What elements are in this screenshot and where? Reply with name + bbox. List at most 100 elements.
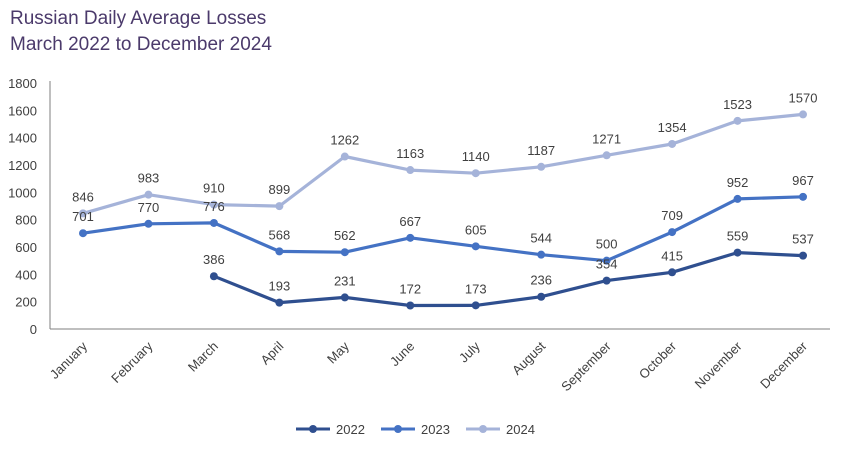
x-tick-label: June <box>387 339 418 370</box>
data-point-2022 <box>340 293 349 302</box>
data-point-2022 <box>602 276 611 285</box>
y-tick-label: 1200 <box>8 158 37 173</box>
data-label-2022: 236 <box>530 273 552 288</box>
x-tick-label: March <box>185 339 221 375</box>
y-tick-label: 1600 <box>8 103 37 118</box>
data-point-2024 <box>209 200 218 209</box>
x-tick-label: May <box>324 338 352 366</box>
data-label-2022: 415 <box>661 248 683 263</box>
data-label-2024: 846 <box>72 189 94 204</box>
data-label-2024: 1140 <box>462 149 490 164</box>
legend-marker <box>479 425 487 433</box>
data-label-2023: 500 <box>596 237 618 252</box>
data-point-2022 <box>668 268 677 277</box>
y-tick-label: 1000 <box>8 185 37 200</box>
legend-item-2024[interactable]: 2024 <box>466 422 535 437</box>
chart-title-block: Russian Daily Average Losses March 2022 … <box>10 6 272 58</box>
data-label-2024: 1187 <box>527 143 555 158</box>
data-point-2022 <box>471 301 480 310</box>
series-line-2022 <box>212 251 805 308</box>
y-tick-label: 1800 <box>8 76 37 91</box>
data-point-2022 <box>209 272 218 281</box>
data-label-2022: 537 <box>792 232 814 247</box>
data-point-2024 <box>537 162 546 171</box>
x-tick-label: December <box>757 338 810 391</box>
data-point-2023 <box>799 192 807 201</box>
data-point-2024 <box>340 152 349 161</box>
data-point-2024 <box>668 139 677 148</box>
data-label-2022: 559 <box>727 229 749 244</box>
data-point-2022 <box>406 301 415 310</box>
legend-label: 2024 <box>506 422 535 437</box>
data-point-2023 <box>340 248 349 257</box>
data-label-2023: 701 <box>72 209 94 224</box>
data-point-2024 <box>79 209 87 218</box>
series-line-2023 <box>81 195 805 263</box>
data-labels: 386 193 231 172 173 236 354 415 559 537 701 770 776 5… <box>72 90 817 296</box>
y-tick-label: 200 <box>15 295 37 310</box>
x-tick-label: January <box>47 338 91 382</box>
data-point-2022 <box>733 248 742 257</box>
data-label-2022: 386 <box>203 252 225 267</box>
chart-subtitle: March 2022 to December 2024 <box>10 34 272 55</box>
series-lines <box>79 110 807 310</box>
data-label-2023: 770 <box>138 200 160 215</box>
data-point-2023 <box>602 256 611 265</box>
data-label-2024: 1354 <box>658 120 687 135</box>
legend[interactable]: 2022 2023 2024 <box>296 422 535 437</box>
y-tick-label: 800 <box>15 213 37 228</box>
y-tick-label: 400 <box>15 267 37 282</box>
x-tick-label: February <box>108 338 156 386</box>
data-label-2023: 562 <box>334 228 356 243</box>
data-label-2023: 667 <box>399 214 421 229</box>
data-point-2023 <box>79 229 87 238</box>
data-label-2024: 1271 <box>592 131 621 146</box>
data-point-2024 <box>144 190 153 199</box>
data-label-2022: 173 <box>465 281 487 296</box>
data-point-2023 <box>209 218 218 227</box>
data-point-2023 <box>471 242 480 251</box>
data-label-2023: 776 <box>203 199 225 214</box>
data-label-2024: 1163 <box>396 146 424 161</box>
data-label-2023: 709 <box>661 208 683 223</box>
data-point-2024 <box>275 202 284 211</box>
x-tick-label: July <box>456 338 483 365</box>
legend-label: 2023 <box>421 422 450 437</box>
x-tick-label: August <box>509 338 548 377</box>
data-point-2023 <box>275 247 284 256</box>
legend-item-2023[interactable]: 2023 <box>381 422 450 437</box>
data-point-2024 <box>799 110 807 119</box>
data-label-2022: 172 <box>399 281 421 296</box>
data-label-2023: 568 <box>269 227 291 242</box>
data-point-2022 <box>799 251 807 260</box>
data-label-2023: 605 <box>465 222 487 237</box>
legend-marker <box>309 425 317 433</box>
data-label-2024: 1570 <box>789 90 818 105</box>
data-label-2023: 967 <box>792 173 814 188</box>
legend-marker <box>394 425 402 433</box>
data-label-2024: 1262 <box>330 133 359 148</box>
data-point-2023 <box>144 219 153 228</box>
data-point-2023 <box>406 233 415 242</box>
data-point-2022 <box>275 298 284 307</box>
x-tick-label: April <box>257 338 286 367</box>
y-tick-label: 0 <box>30 322 37 337</box>
data-point-2023 <box>668 228 677 237</box>
x-tick-label: October <box>636 338 680 382</box>
data-label-2024: 899 <box>269 182 291 197</box>
data-label-2024: 910 <box>203 181 225 196</box>
data-point-2023 <box>537 250 546 259</box>
data-label-2022: 193 <box>269 279 291 294</box>
y-tick-label: 1400 <box>8 131 37 146</box>
data-label-2022: 354 <box>596 257 618 272</box>
legend-label: 2022 <box>336 422 365 437</box>
data-point-2024 <box>602 151 611 160</box>
legend-item-2022[interactable]: 2022 <box>296 422 365 437</box>
data-label-2024: 983 <box>138 171 160 186</box>
data-point-2022 <box>537 292 546 301</box>
data-label-2023: 952 <box>727 175 749 190</box>
x-tick-label: September <box>558 338 614 394</box>
y-tick-label: 600 <box>15 240 37 255</box>
data-label-2024: 1523 <box>723 97 752 112</box>
